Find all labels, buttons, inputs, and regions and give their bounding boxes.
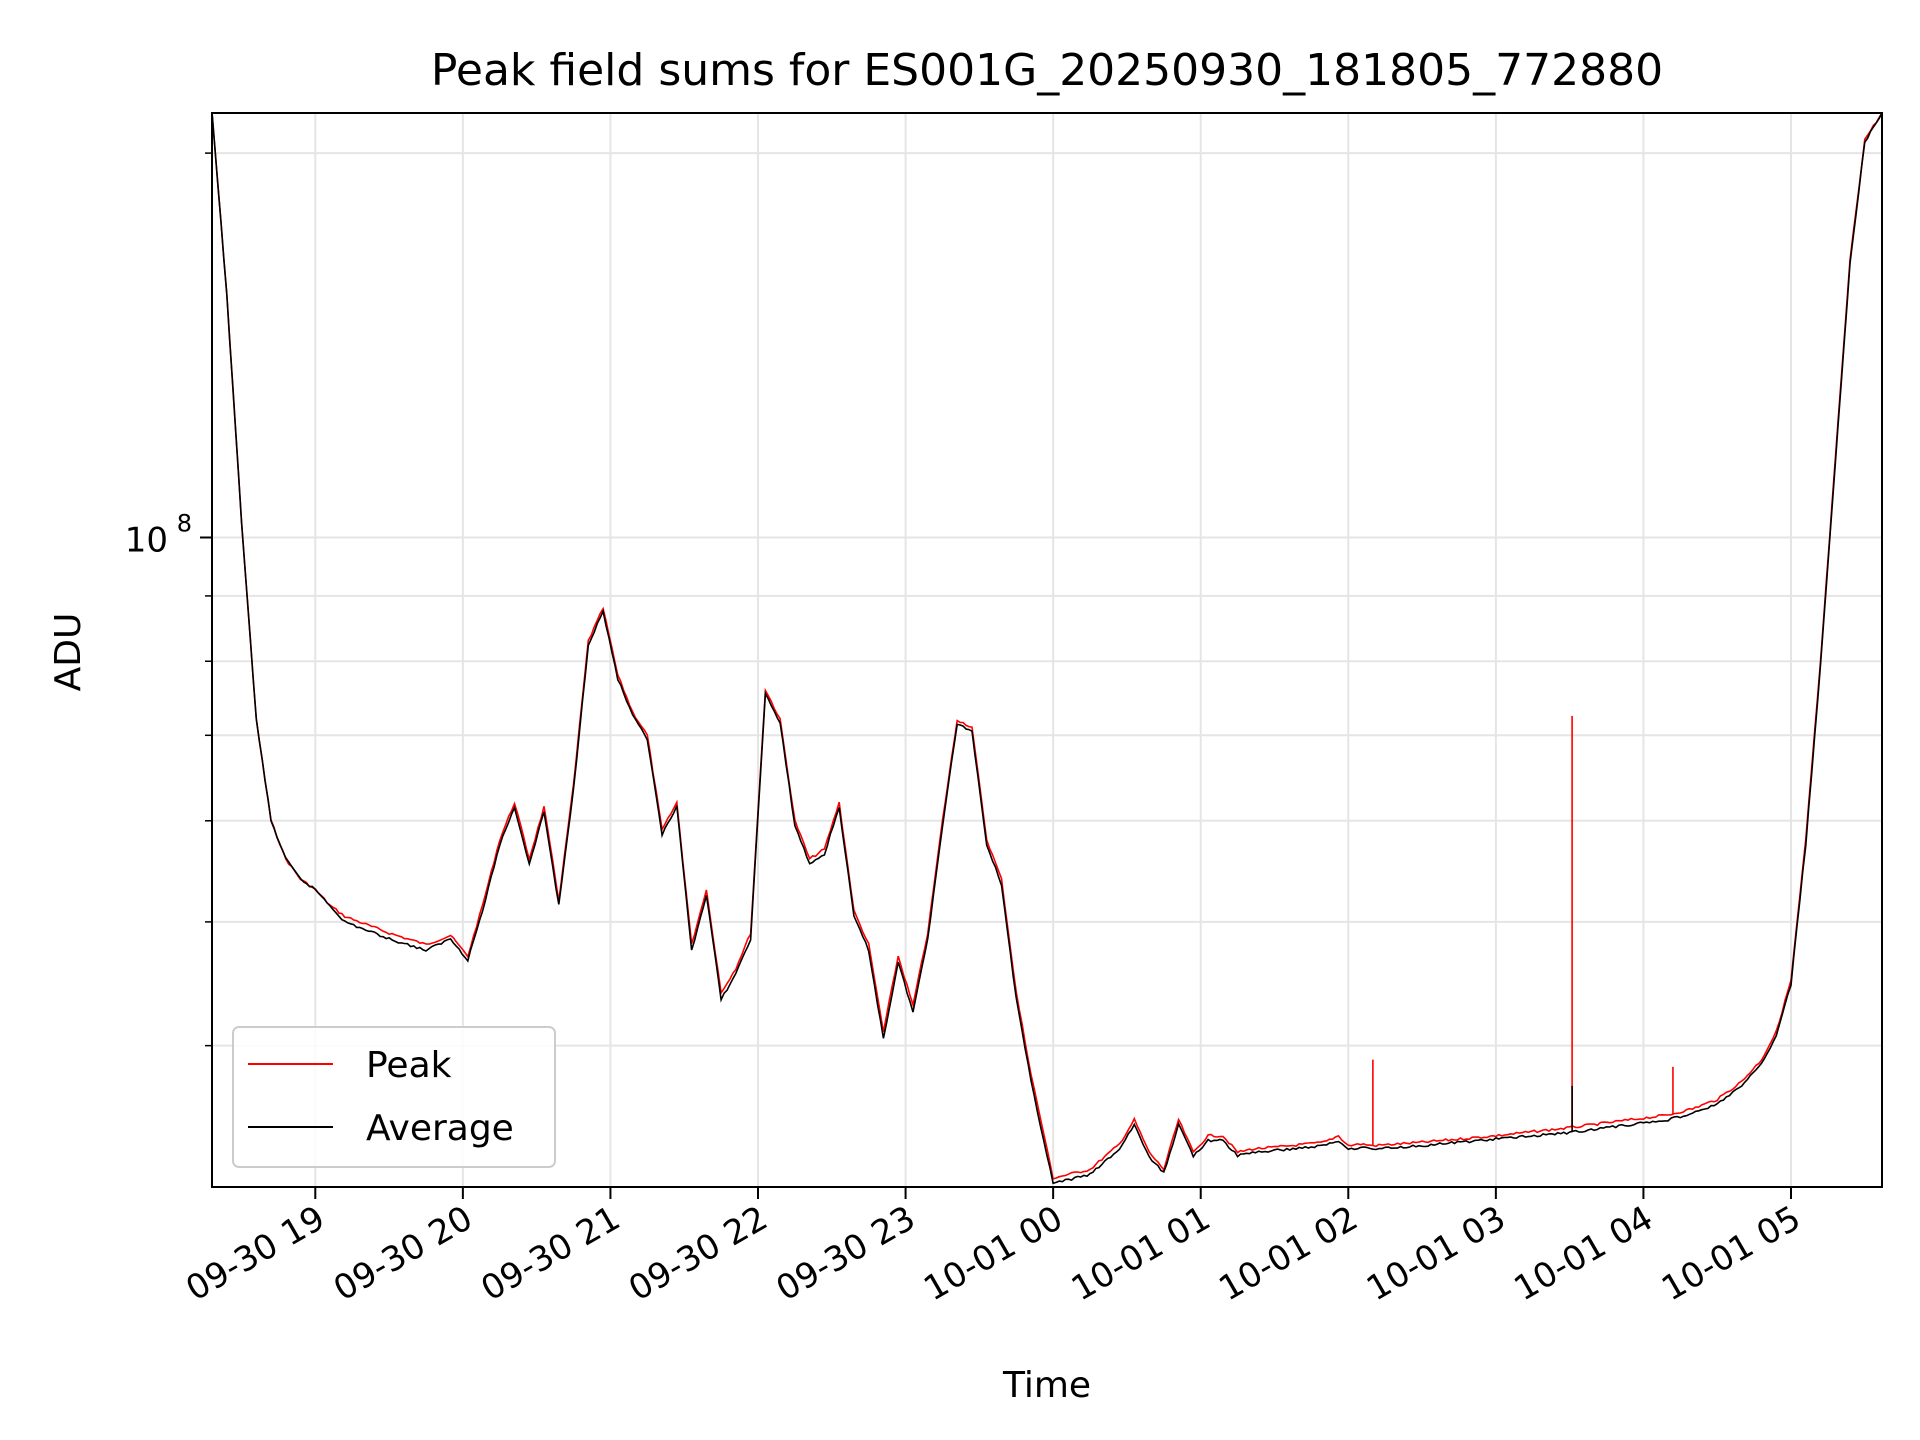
y-tick-label: 10 [125,521,168,561]
legend-label-peak: Peak [366,1045,452,1086]
x-axis-label: Time [1002,1365,1091,1406]
y-axis-label: ADU [48,613,89,692]
grid [212,113,1882,1187]
axes-frame [211,112,1883,1188]
legend: Peak Average [232,1026,556,1168]
plot-area [212,113,1882,1185]
chart-title: Peak field sums for ES001G_20250930_1818… [431,45,1663,96]
legend-label-average: Average [366,1108,514,1149]
series-line-peak [212,113,1882,1180]
legend-box [232,1026,556,1168]
y-axis: 10 8 [125,152,212,1047]
y-tick-exponent: 8 [177,510,192,538]
series-line-average [212,113,1882,1185]
